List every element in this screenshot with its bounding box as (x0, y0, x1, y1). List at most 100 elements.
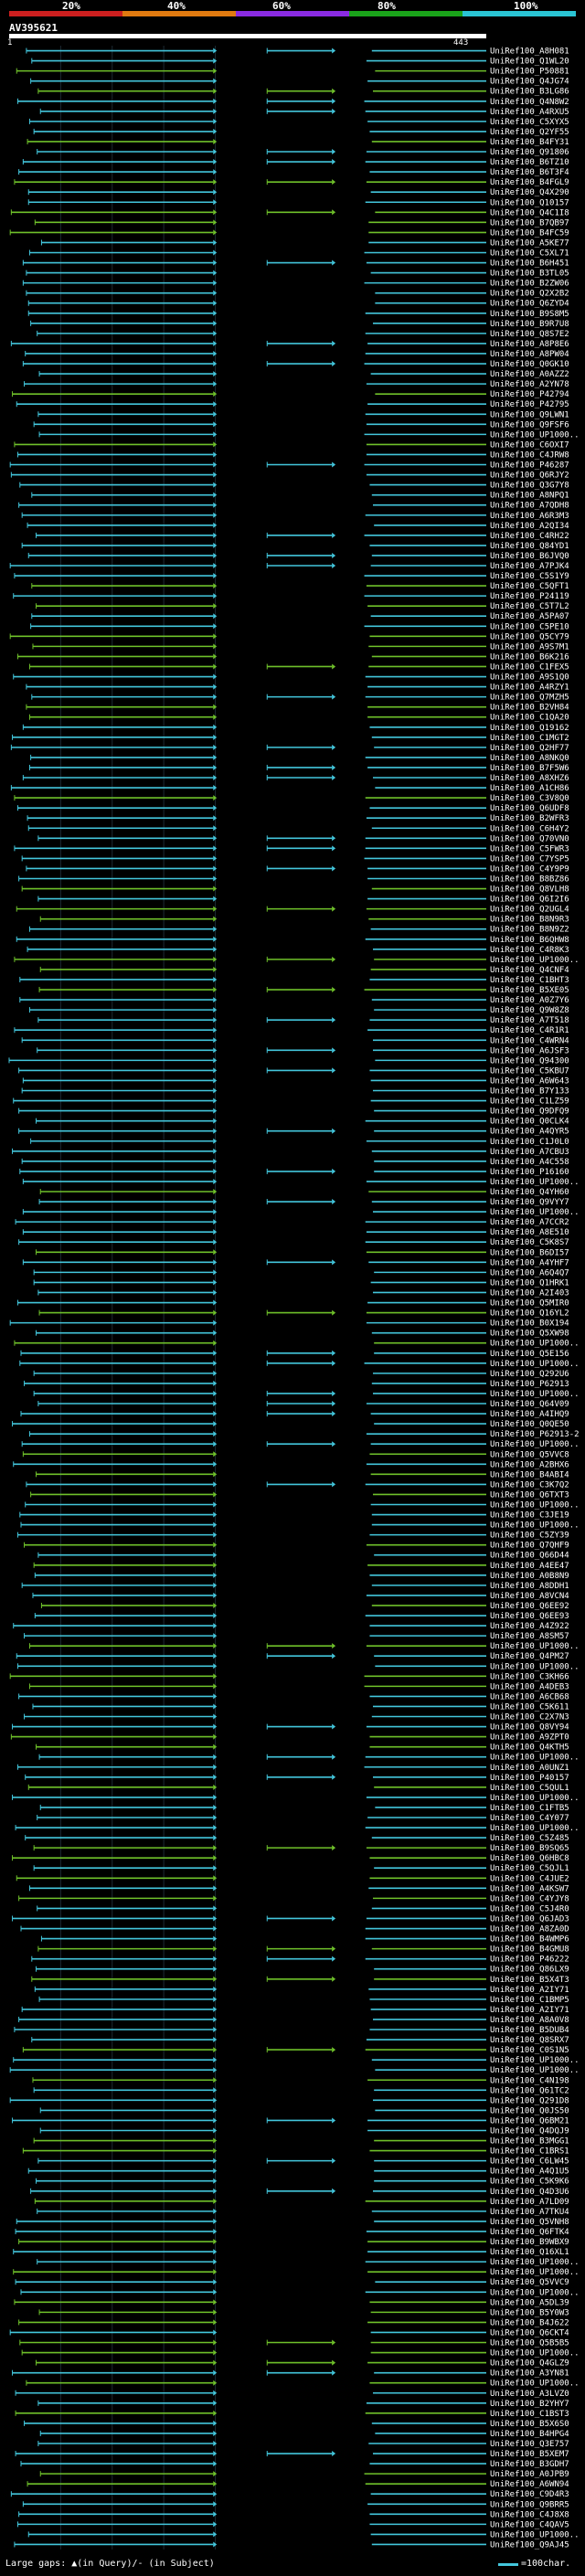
hit-end-arrow (213, 1370, 218, 1376)
hit-end-arrow (213, 1602, 218, 1608)
hit-end-arrow (213, 896, 218, 902)
hit-row: UniRef100_P62913-2 (28, 1430, 580, 1439)
hit-row: UniRef100_B2VH84 (26, 704, 569, 713)
hit-label: UniRef100_Q4N8W2 (490, 98, 569, 107)
hit-end-arrow (213, 1643, 218, 1649)
hit-end-arrow (213, 2299, 218, 2306)
hit-label: UniRef100_Q291D8 (490, 2096, 569, 2105)
hit-label: UniRef100_Q8SRX7 (490, 2036, 569, 2045)
hit-end-arrow (213, 2006, 218, 2012)
hit-row: UniRef100_A2IY71 (34, 1986, 569, 1995)
hit-row: UniRef100_Q8S7E2 (37, 330, 569, 339)
hit-row: UniRef100_Q6CKT4 (9, 2328, 569, 2337)
hit-end-arrow (332, 552, 336, 558)
hit-label: UniRef100_UP1000.. (490, 430, 580, 440)
hit-row: UniRef100_C5QJL1 (33, 1864, 569, 1873)
hit-row: UniRef100_Q4KTH5 (36, 1744, 569, 1753)
hit-end-arrow (213, 2279, 218, 2285)
hit-row: UniRef100_A3YN81 (12, 2369, 569, 2379)
hit-row: UniRef100_Q9LWN1 (37, 410, 569, 419)
hit-end-arrow (213, 108, 218, 114)
hit-row: UniRef100_A4RXU5 (39, 108, 569, 117)
hit-label: UniRef100_C5QUL1 (490, 1784, 569, 1793)
hit-row: UniRef100_Q6HBC8 (12, 1854, 569, 1863)
hit-end-arrow (213, 1501, 218, 1508)
hit-end-arrow (213, 2430, 218, 2436)
hit-label: UniRef100_A5DL39 (490, 2298, 569, 2307)
hit-end-arrow (213, 1097, 218, 1104)
hit-row: UniRef100_UP1000.. (38, 1754, 580, 1763)
hit-row: UniRef100_P46222 (31, 1956, 569, 1965)
hit-row: UniRef100_B2ZW06 (22, 280, 569, 289)
hit-row: UniRef100_Q70VN0 (37, 834, 569, 843)
hit-label: UniRef100_P24119 (490, 592, 569, 601)
hit-end-arrow (213, 1320, 218, 1326)
hit-end-arrow (213, 310, 218, 316)
hit-label: UniRef100_B6JVQ0 (490, 552, 569, 561)
hit-label: UniRef100_A9ZPT0 (490, 1733, 569, 1743)
hit-label: UniRef100_A2YN78 (490, 380, 569, 389)
hit-end-arrow (213, 1804, 218, 1810)
hit-end-arrow (213, 2198, 218, 2204)
hit-row: UniRef100_UP1000.. (25, 1500, 580, 1510)
hit-row: UniRef100_A4Z922 (13, 1622, 569, 1631)
hit-end-arrow (213, 1380, 218, 1386)
hit-label: UniRef100_C1MGT2 (490, 734, 569, 743)
hit-end-arrow (213, 2359, 218, 2366)
hit-label: UniRef100_Q10157 (490, 198, 569, 207)
hit-end-arrow (213, 2228, 218, 2234)
hit-label: UniRef100_Q16XL1 (490, 2248, 569, 2257)
hit-end-arrow (213, 2471, 218, 2477)
hit-row: UniRef100_UP1000.. (13, 2056, 580, 2065)
hit-end-arrow (213, 987, 218, 993)
hit-end-arrow (213, 1017, 218, 1023)
hit-label: UniRef100_B3GDH7 (490, 2460, 569, 2469)
hit-end-arrow (213, 1905, 218, 1912)
hit-end-arrow (213, 2188, 218, 2194)
hit-row: UniRef100_C3V8Q0 (14, 794, 569, 803)
hit-end-arrow (213, 1845, 218, 1851)
hit-end-arrow (213, 885, 218, 892)
hit-row: UniRef100_C4JRW8 (16, 451, 569, 460)
hit-row: UniRef100_A4Q1U5 (27, 2168, 569, 2177)
hit-label: UniRef100_UP1000.. (490, 2056, 580, 2065)
hit-row: UniRef100_A0B8N9 (34, 1572, 569, 1581)
hit-label: UniRef100_A8SM57 (490, 1632, 569, 1641)
hit-row: UniRef100_UP1000.. (26, 2380, 580, 2389)
hit-row: UniRef100_C4JUE2 (16, 1874, 569, 1883)
hit-end-arrow (332, 1067, 336, 1074)
hit-end-arrow (213, 775, 218, 781)
hit-end-arrow (213, 1915, 218, 1922)
hit-row: UniRef100_Q4C1I8 (10, 208, 569, 217)
hit-label: UniRef100_P46287 (490, 461, 569, 471)
hit-end-arrow (213, 2168, 218, 2174)
hit-end-arrow (332, 2157, 336, 2164)
hit-end-arrow (213, 552, 218, 558)
hit-label: UniRef100_C5Z485 (490, 1834, 569, 1843)
ruler-start: 1 (7, 38, 13, 48)
hit-end-arrow (213, 280, 218, 286)
hit-end-arrow (213, 2249, 218, 2255)
hit-label: UniRef100_B8N9R3 (490, 916, 569, 925)
hit-end-arrow (213, 835, 218, 842)
hit-label: UniRef100_A8PW04 (490, 350, 569, 359)
hit-label: UniRef100_B5X6S0 (490, 2420, 569, 2429)
hit-row: UniRef100_C1BMP5 (38, 1996, 569, 2005)
hit-row: UniRef100_B8N9Z2 (28, 926, 569, 935)
hit-end-arrow (332, 1774, 336, 1780)
hit-label: UniRef100_B5DUB4 (490, 2026, 569, 2035)
hit-end-arrow (213, 1966, 218, 1972)
hit-row: UniRef100_B5Y0W3 (38, 2308, 569, 2317)
hit-end-arrow (213, 1713, 218, 1720)
hit-label: UniRef100_A9S1Q0 (490, 673, 569, 683)
hit-end-arrow (213, 1723, 218, 1730)
hit-label: UniRef100_P50881 (490, 68, 569, 77)
hit-end-arrow (213, 1693, 218, 1700)
hit-row: UniRef100_P24119 (13, 592, 569, 601)
hit-label: UniRef100_A2I403 (490, 1288, 569, 1298)
hit-end-arrow (213, 2208, 218, 2214)
hit-row: UniRef100_UP1000.. (9, 2066, 580, 2075)
hit-label: UniRef100_A4RXU5 (490, 108, 569, 117)
hit-label: UniRef100_Q4DQJ9 (490, 2126, 569, 2136)
hit-end-arrow (213, 2380, 218, 2386)
